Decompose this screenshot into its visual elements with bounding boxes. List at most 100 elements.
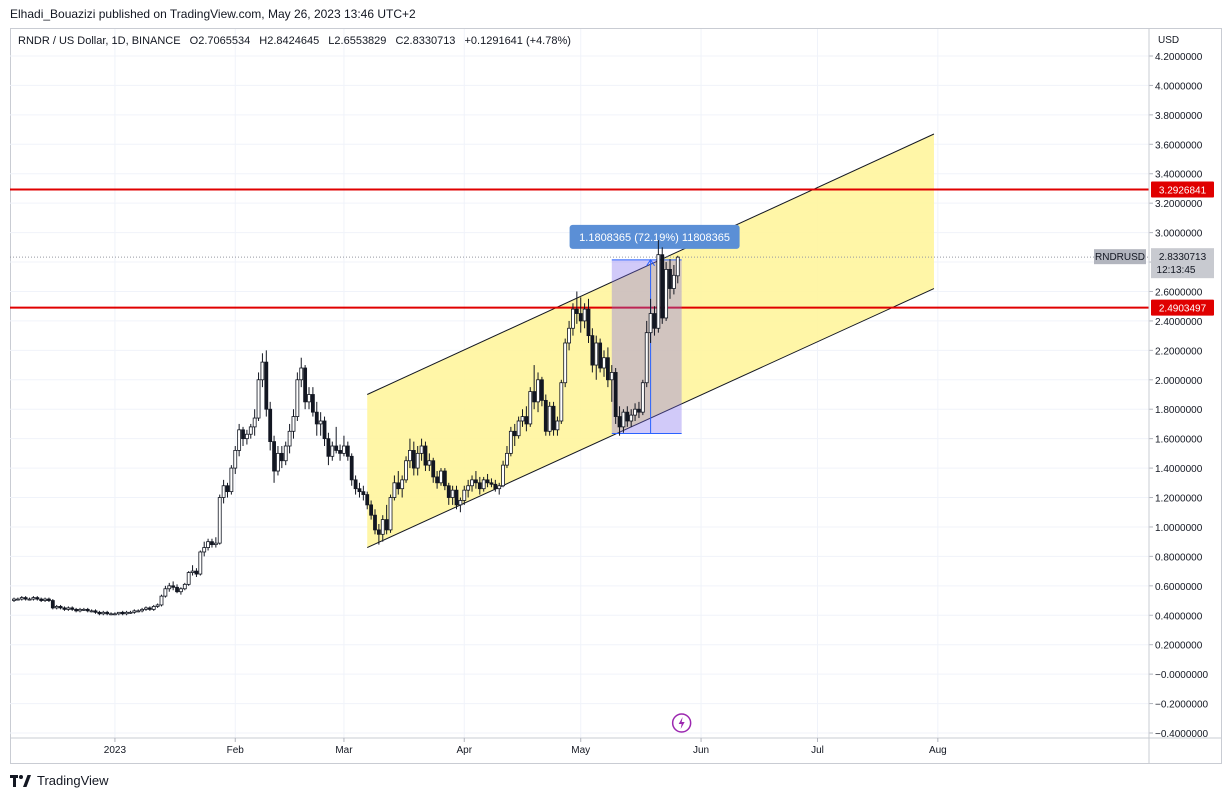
price-range-measure: 1.1808365 (72.19%) 11808365: [569, 224, 740, 435]
candle-body: [93, 610, 98, 613]
candle-body: [571, 308, 575, 329]
candle-body: [326, 438, 331, 457]
candle-body: [237, 429, 242, 451]
y-tick-label: 2.2000000: [1155, 346, 1203, 357]
measure-arrow-head: [646, 258, 656, 267]
candle-body: [551, 405, 556, 431]
candle-body: [233, 450, 238, 469]
candle-series: [12, 239, 680, 616]
candle-body: [400, 479, 405, 490]
candle-body: [508, 430, 513, 454]
candle-body: [361, 491, 366, 495]
candle-body: [450, 489, 455, 498]
candle-body: [411, 450, 416, 469]
candle-body: [252, 417, 257, 428]
candle-body: [664, 269, 669, 319]
candle-body: [435, 476, 440, 484]
chart-frame: [10, 28, 1222, 764]
level-price-tag: [1151, 299, 1214, 316]
candle-body: [78, 608, 82, 612]
candle-body: [179, 588, 183, 593]
tradingview-brand[interactable]: TradingView: [10, 773, 109, 788]
candle-body: [144, 607, 148, 610]
x-tick-label: Mar: [335, 745, 353, 756]
candle-body: [524, 416, 529, 425]
candle-body: [175, 586, 179, 593]
candle-body: [671, 274, 676, 289]
y-tick-label: 1.8000000: [1155, 405, 1203, 416]
y-tick-label: 1.6000000: [1155, 435, 1203, 446]
candle-body: [660, 254, 665, 319]
y-tick-label: 3.6000000: [1155, 140, 1203, 151]
candle-body: [644, 332, 649, 384]
candle-body: [213, 542, 218, 546]
ohlc-change: +0.1291641 (+4.78%): [464, 35, 571, 47]
tradingview-logo-icon: [10, 774, 31, 787]
candle-body: [47, 598, 51, 601]
x-tick-label: Aug: [929, 745, 947, 756]
candle-body: [318, 420, 323, 425]
candle-body: [404, 460, 408, 481]
candle-body: [481, 479, 486, 490]
candle-body: [345, 445, 350, 457]
lightning-bolt: [678, 717, 685, 729]
y-tick-label: 0.6000000: [1155, 582, 1203, 593]
candle-body: [12, 598, 16, 601]
y-tick-label: 1.2000000: [1155, 494, 1203, 505]
symbol-title[interactable]: RNDR / US Dollar, 1D, BINANCE: [18, 35, 181, 47]
candle-body: [27, 598, 32, 601]
x-tick-label: May: [571, 745, 590, 756]
candle-body: [376, 529, 381, 535]
y-tick-label: 2.4000000: [1155, 317, 1203, 328]
candle-body: [186, 572, 191, 585]
candle-body: [128, 611, 133, 614]
candle-body: [668, 269, 672, 289]
x-tick-label: Jul: [811, 745, 824, 756]
candle-body: [384, 519, 389, 531]
candle-body: [334, 445, 339, 451]
candle-body: [299, 367, 304, 381]
candle-body: [454, 489, 459, 506]
y-tick-label: 1.0000000: [1155, 523, 1203, 534]
candle-body: [276, 452, 280, 472]
candle-body: [466, 485, 471, 491]
price-axis: 4.2000000 4.0000000 3.8000000 3.6000000 3.40…: [1148, 29, 1209, 764]
candle-body: [625, 411, 630, 422]
x-tick-label: Apr: [456, 745, 472, 756]
candle-body: [633, 408, 637, 416]
candle-body: [310, 394, 315, 413]
y-tick-label: 1.4000000: [1155, 464, 1203, 475]
candle-body: [349, 455, 354, 481]
y-tick-label: 3.0000000: [1155, 229, 1203, 240]
countdown-label: 12:13:45: [1157, 265, 1196, 276]
candle-body: [54, 606, 59, 609]
candle-body: [458, 500, 463, 506]
candle-body: [159, 595, 164, 606]
candle-body: [516, 420, 521, 437]
candle-body: [330, 445, 335, 457]
candle-body: [58, 606, 63, 609]
y-tick-label: −0.2000000: [1155, 700, 1209, 711]
candle-body: [113, 613, 117, 616]
candle-body: [97, 611, 102, 615]
candle-body: [210, 541, 214, 546]
candle-body: [427, 460, 432, 466]
candle-body: [442, 470, 447, 487]
candle-body: [283, 445, 288, 462]
price-tags: 3.2926841 2.4903497 RNDRUSD 2.8330713 12:13:…: [1094, 181, 1214, 316]
candle-body: [489, 482, 494, 485]
annotation-layer: [671, 713, 692, 733]
candle-body: [543, 399, 548, 432]
candle-body: [590, 335, 595, 366]
candle-body: [81, 608, 86, 611]
candle-body: [396, 482, 401, 490]
candle-body: [547, 405, 552, 432]
horizontal-levels: [10, 188, 1149, 309]
candle-body: [198, 551, 203, 575]
candle-body: [423, 445, 428, 466]
candle-body: [357, 488, 362, 493]
candle-body: [194, 570, 199, 575]
symbol-tag-label: RNDRUSD: [1095, 252, 1145, 263]
y-tick-label: 0.8000000: [1155, 552, 1203, 563]
